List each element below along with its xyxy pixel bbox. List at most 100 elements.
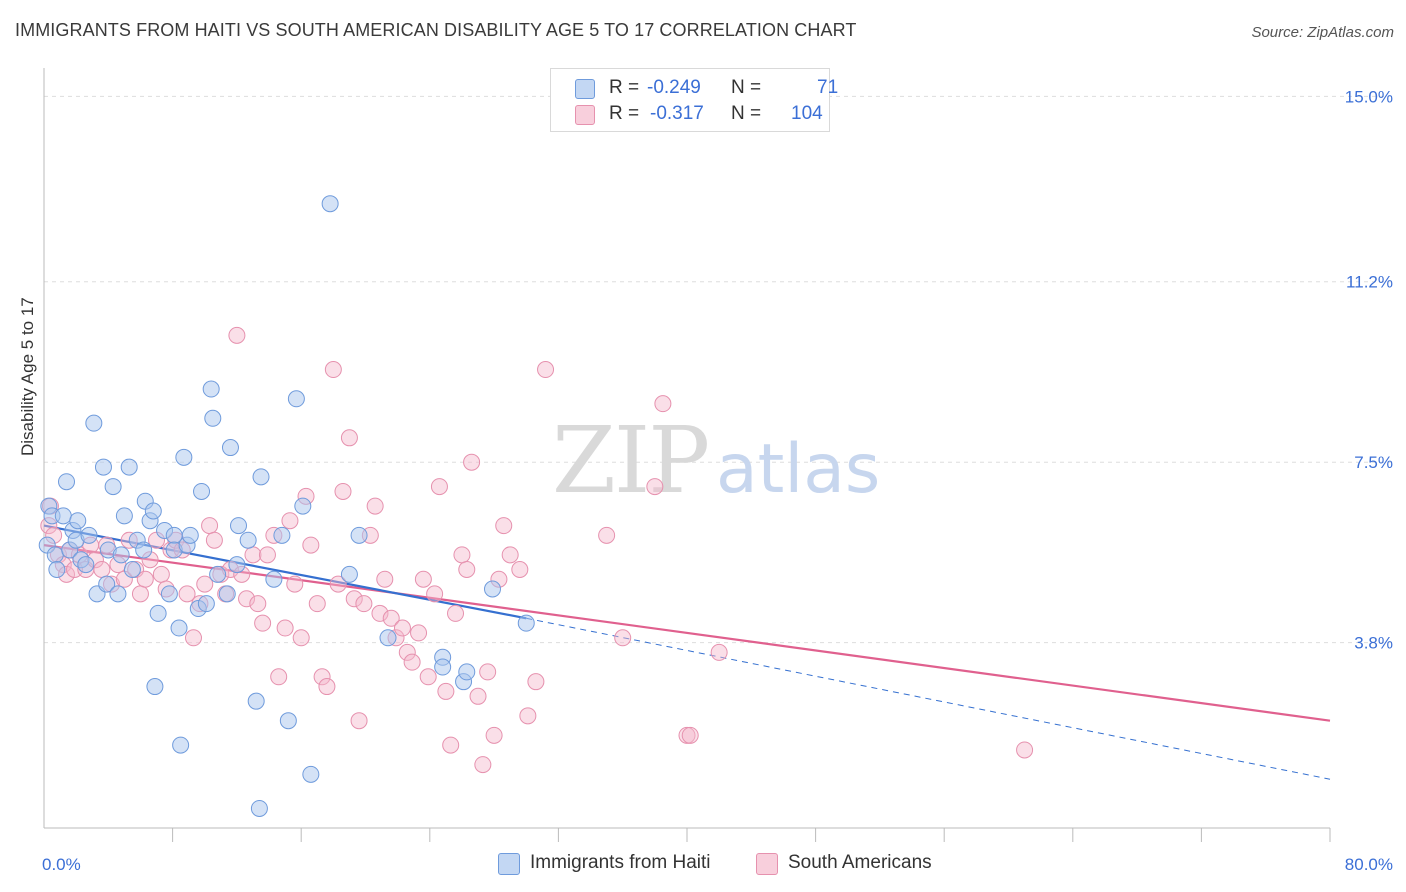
haiti-point	[321, 195, 339, 213]
south-americans-point	[318, 678, 336, 696]
south-americans-point	[479, 663, 497, 681]
y-tick-label: 15.0%	[1345, 87, 1393, 106]
south-americans-point	[355, 595, 373, 613]
grid-lines	[44, 95, 1395, 644]
haiti-point	[112, 546, 130, 564]
legend-swatch-haiti	[575, 79, 595, 99]
south-americans-point	[350, 712, 368, 730]
bottom-legend-swatch-haiti	[498, 853, 520, 875]
south-americans-point	[313, 668, 331, 686]
haiti-point	[144, 502, 162, 520]
south-americans-point	[184, 629, 202, 647]
legend-r-label: R =	[609, 77, 640, 98]
south-americans-point	[340, 429, 358, 447]
south-americans-point	[366, 497, 384, 515]
watermark: ZIP atlas	[552, 407, 880, 514]
south-americans-point	[371, 604, 389, 622]
axes	[43, 68, 1331, 842]
y-tick-label: 7.5%	[1354, 453, 1393, 472]
haiti-point	[265, 570, 283, 588]
south-americans-point	[244, 546, 262, 564]
south-americans-point	[474, 756, 492, 774]
haiti-point	[218, 585, 236, 603]
haiti-point	[120, 458, 138, 476]
south-americans-point	[196, 575, 214, 593]
legend-r-value: -0.317	[650, 103, 704, 124]
haiti-point	[85, 414, 103, 432]
haiti-point	[252, 468, 270, 486]
haiti-point	[294, 497, 312, 515]
south-americans-point	[426, 585, 444, 603]
south-americans-point	[334, 482, 352, 500]
haiti-point	[58, 473, 76, 491]
bottom-legend-swatch-south-americans	[756, 853, 778, 875]
south-americans-point	[654, 395, 672, 413]
south-americans-point	[302, 536, 320, 554]
haiti-point	[77, 556, 95, 574]
legend-r-value: -0.249	[647, 77, 701, 98]
haiti-point	[239, 531, 257, 549]
south-americans-point	[447, 604, 465, 622]
south-americans-point	[646, 478, 664, 496]
south-americans-point	[458, 560, 476, 578]
south-americans-point	[258, 546, 276, 564]
watermark-atlas: atlas	[716, 430, 880, 509]
haiti-point	[202, 380, 220, 398]
legend-n-label: N =	[731, 103, 762, 124]
y-tick-label: 11.2%	[1346, 273, 1393, 292]
haiti-point	[104, 478, 122, 496]
haiti-point	[250, 799, 268, 817]
legend-n-value: 104	[791, 103, 823, 124]
south-americans-point	[614, 629, 632, 647]
south-americans-point	[131, 585, 149, 603]
haiti-point	[517, 614, 535, 632]
haiti-point	[483, 580, 501, 598]
south-americans-point	[228, 326, 246, 344]
south-americans-point	[527, 673, 545, 691]
south-americans-point	[276, 619, 294, 637]
south-americans-point	[410, 624, 428, 642]
south-americans-point	[382, 609, 400, 627]
south-americans-point	[324, 361, 342, 379]
x-tick-label: 0.0%	[42, 855, 81, 874]
haiti-trend-extension	[526, 617, 1331, 780]
south-americans-point	[281, 512, 299, 530]
haiti-point	[160, 585, 178, 603]
haiti-point	[123, 560, 141, 578]
south-americans-point	[1016, 741, 1034, 759]
haiti-point	[146, 678, 164, 696]
haiti-point	[350, 526, 368, 544]
south-americans-point	[511, 560, 529, 578]
haiti-point	[98, 575, 116, 593]
haiti-point	[193, 482, 211, 500]
legend-r-label: R =	[609, 103, 640, 124]
haiti-point	[228, 556, 246, 574]
south-americans-point	[437, 682, 455, 700]
south-americans-point	[419, 668, 437, 686]
south-americans-point	[519, 707, 537, 725]
south-americans-point	[393, 619, 411, 637]
haiti-point	[48, 560, 66, 578]
south-americans-point	[238, 590, 256, 608]
watermark-zip: ZIP	[552, 407, 708, 514]
south-americans-point	[254, 614, 272, 632]
haiti-point	[434, 658, 452, 676]
haiti-point	[80, 526, 98, 544]
haiti-point	[204, 409, 222, 427]
haiti-point	[197, 595, 215, 613]
chart-title: IMMIGRANTS FROM HAITI VS SOUTH AMERICAN …	[15, 20, 857, 40]
south-americans-point	[469, 687, 487, 705]
south-americans-point	[136, 570, 154, 588]
bottom-legend-label-south-americans: South Americans	[788, 852, 932, 873]
south-americans-point	[463, 453, 481, 471]
south-americans-point	[453, 546, 471, 564]
y-axis-label: Disability Age 5 to 17	[18, 297, 37, 456]
haiti-point	[149, 604, 167, 622]
bottom-legend-label-haiti: Immigrants from Haiti	[530, 852, 711, 873]
south-americans-point	[178, 585, 196, 603]
south-americans-point	[201, 517, 219, 535]
haiti-point	[109, 585, 127, 603]
haiti-point	[135, 541, 153, 559]
south-americans-point	[442, 736, 460, 754]
